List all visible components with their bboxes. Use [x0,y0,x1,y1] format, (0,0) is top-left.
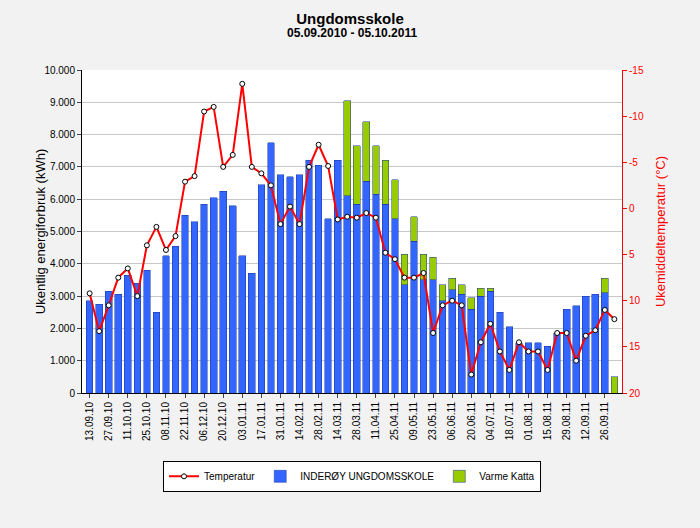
svg-text:25.04.11: 25.04.11 [389,402,400,441]
svg-text:Ungdomsskole: Ungdomsskole [296,10,404,27]
svg-text:Varme Katta: Varme Katta [479,471,534,482]
svg-text:2.000: 2.000 [50,323,75,334]
svg-text:14.02.11: 14.02.11 [294,402,305,441]
svg-text:14.03.11: 14.03.11 [332,402,343,441]
svg-text:31.01.11: 31.01.11 [275,402,286,441]
svg-text:0: 0 [629,203,635,214]
svg-text:5.000: 5.000 [50,226,75,237]
svg-text:Ukentlig energiforbruk (kWh): Ukentlig energiforbruk (kWh) [33,149,48,314]
svg-text:01.08.11: 01.08.11 [523,402,534,441]
svg-text:20: 20 [629,388,641,399]
svg-text:09.05.11: 09.05.11 [408,402,419,441]
svg-text:11.04.11: 11.04.11 [370,402,381,440]
svg-text:8.000: 8.000 [50,129,75,140]
svg-text:9.000: 9.000 [50,97,75,108]
svg-text:05.09.2010 - 05.10.2011: 05.09.2010 - 05.10.2011 [287,26,417,40]
svg-text:22.11.10: 22.11.10 [179,402,190,441]
svg-text:-5: -5 [629,157,638,168]
svg-text:7.000: 7.000 [50,161,75,172]
svg-text:20.12.10: 20.12.10 [217,402,228,441]
svg-text:27.09.10: 27.09.10 [103,402,114,441]
svg-text:5: 5 [629,249,635,260]
svg-text:-10: -10 [629,111,644,122]
svg-text:1.000: 1.000 [50,355,75,366]
svg-text:04.07.11: 04.07.11 [485,402,496,441]
svg-text:15.08.11: 15.08.11 [542,402,553,441]
svg-text:11.10.10: 11.10.10 [122,402,133,441]
svg-text:INDERØY UNGDOMSSKOLE: INDERØY UNGDOMSSKOLE [300,471,434,482]
svg-text:26.09.11: 26.09.11 [599,402,610,441]
svg-text:20.06.11: 20.06.11 [466,402,477,441]
svg-text:3.000: 3.000 [50,291,75,302]
svg-text:-15: -15 [629,65,644,76]
svg-text:28.02.11: 28.02.11 [313,402,324,441]
svg-text:03.01.11: 03.01.11 [237,402,248,441]
svg-text:12.09.11: 12.09.11 [580,402,591,441]
svg-text:0: 0 [69,388,75,399]
svg-text:28.03.11: 28.03.11 [351,402,362,441]
svg-text:06.06.11: 06.06.11 [446,402,457,441]
svg-text:13.09.10: 13.09.10 [84,402,95,441]
svg-text:6.000: 6.000 [50,194,75,205]
svg-text:18.07.11: 18.07.11 [504,402,515,441]
svg-text:25.10.10: 25.10.10 [141,402,152,441]
svg-text:4.000: 4.000 [50,258,75,269]
svg-text:Temperatur: Temperatur [204,471,255,482]
svg-text:29.08.11: 29.08.11 [561,402,572,441]
svg-text:06.12.10: 06.12.10 [198,402,209,441]
svg-text:17.01.11: 17.01.11 [256,402,267,441]
svg-text:08.11.10: 08.11.10 [160,402,171,441]
svg-text:15: 15 [629,341,641,352]
svg-text:10: 10 [629,295,641,306]
svg-text:23.05.11: 23.05.11 [427,402,438,441]
svg-text:10.000: 10.000 [44,65,75,76]
svg-text:Ukemiddeltemperatur (°C): Ukemiddeltemperatur (°C) [653,156,668,307]
